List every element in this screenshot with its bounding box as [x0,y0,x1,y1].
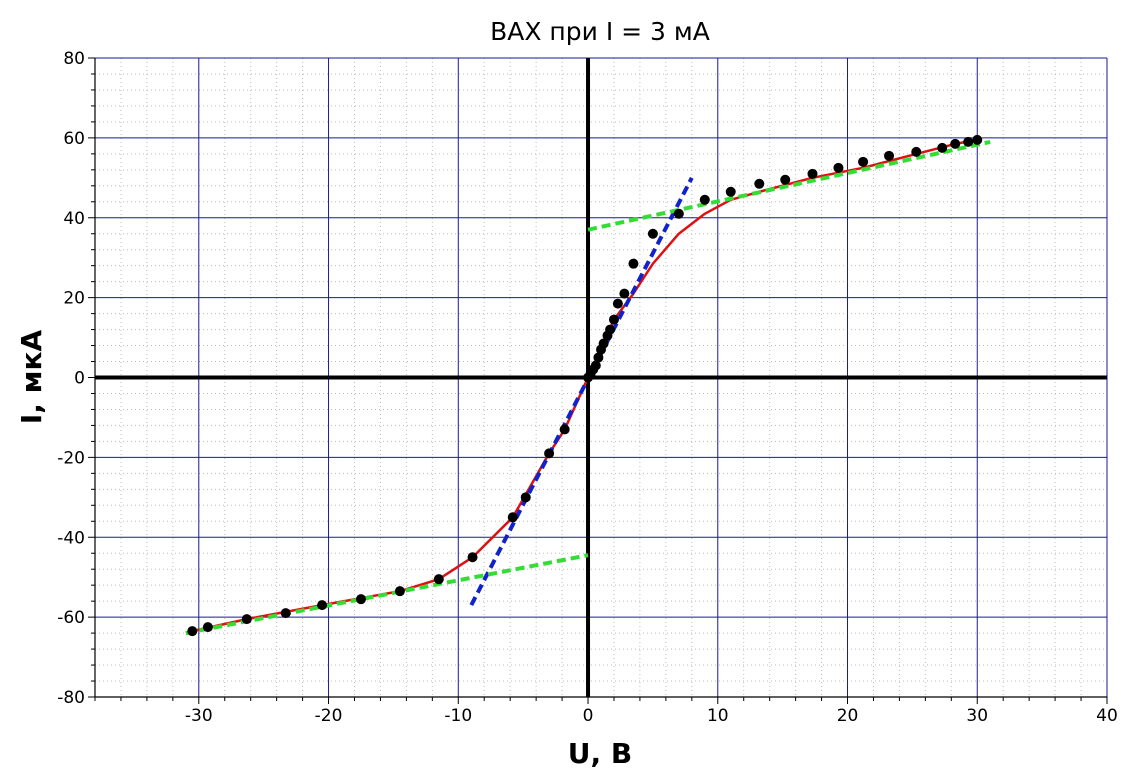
y-tick-label: -60 [57,608,85,628]
x-tick-label: -20 [315,706,343,726]
data-point [699,194,710,205]
x-tick-label: 0 [583,706,594,726]
x-tick-label: -10 [444,706,472,726]
data-point [355,594,366,605]
x-tick-label: 30 [966,706,988,726]
data-point [394,586,405,597]
y-tick-label: -80 [57,688,85,708]
x-tick-label: 40 [1096,706,1118,726]
data-series [185,134,991,637]
x-axis-ticks: -30 -20 -10 0 10 20 30 40 [94,697,1118,726]
data-point [507,512,518,523]
x-tick-label: 10 [707,706,729,726]
data-point [833,162,844,173]
x-axis-label: U, В [568,737,632,770]
data-point [725,186,736,197]
data-point [647,228,658,239]
data-point [187,626,198,637]
chart-title: ВАХ при I = 3 мА [490,17,710,46]
data-point [598,338,609,349]
data-point [972,134,983,145]
data-point [280,608,291,619]
y-tick-label: -40 [57,528,85,548]
data-point [605,324,616,335]
data-point [608,314,619,325]
tangent-line [469,176,694,607]
y-axis-ticks: -80 -60 -40 -20 0 20 40 60 80 [57,49,95,708]
data-point [433,574,444,585]
x-tick-label: -30 [185,706,213,726]
data-point [241,614,252,625]
y-axis-label: I, мкА [15,329,48,424]
y-tick-label: 0 [74,369,85,389]
y-tick-label: 20 [63,289,85,309]
data-point [544,448,555,459]
data-point [612,298,623,309]
data-point [950,138,961,149]
y-tick-label: 40 [63,209,85,229]
data-point [520,492,531,503]
asymptote-line [587,139,991,232]
y-tick-label: -20 [57,448,85,468]
data-point [628,258,639,269]
asymptote-line [185,553,589,636]
data-point [780,174,791,185]
data-point [202,622,213,633]
minor-grid [94,58,1107,697]
data-point [590,360,601,371]
data-point [467,552,478,563]
data-point [937,142,948,153]
data-point [619,288,630,299]
data-point [317,600,328,611]
data-point [754,178,765,189]
data-point [858,156,869,167]
data-point [807,168,818,179]
data-point [673,208,684,219]
x-tick-label: 20 [837,706,859,726]
data-point [559,424,570,435]
data-point [963,136,974,147]
y-tick-label: 80 [63,49,85,69]
data-point [884,150,895,161]
data-point [593,352,604,363]
y-tick-label: 60 [63,129,85,149]
data-point [911,146,922,157]
